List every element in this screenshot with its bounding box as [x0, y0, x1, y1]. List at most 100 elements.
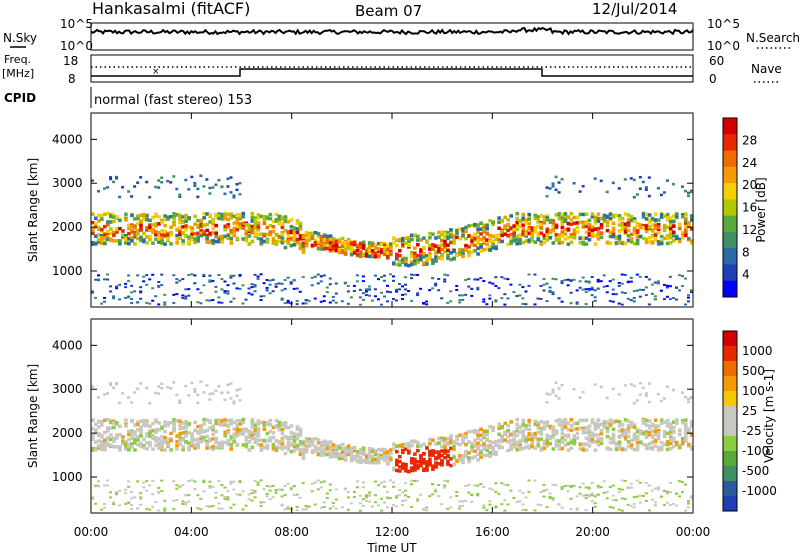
velocity-cell [452, 440, 456, 444]
power-cell [659, 215, 664, 219]
power-cell [617, 234, 622, 238]
power-cell [668, 223, 673, 227]
power-cell [599, 280, 603, 283]
velocity-cell [644, 446, 649, 451]
velocity-cell [524, 496, 528, 499]
velocity-cell [277, 488, 281, 491]
power-cell [617, 218, 622, 222]
velocity-cell [259, 438, 264, 442]
power-cell [328, 301, 332, 304]
velocity-cell [452, 444, 456, 449]
power-cell [160, 233, 164, 237]
power-cell [94, 216, 98, 221]
power-cell [398, 283, 402, 286]
power-cell [169, 242, 173, 246]
velocity-cell [94, 484, 98, 487]
velocity-cell [557, 443, 562, 447]
power-cell [154, 233, 158, 237]
power-cell [647, 236, 652, 240]
velocity-cell [548, 441, 553, 446]
velocity-cell [298, 443, 303, 447]
velocity-cell [611, 494, 615, 497]
colorbar-swatch [723, 118, 737, 135]
power-cell [623, 292, 627, 295]
velocity-cell [331, 445, 336, 449]
velocity-cell [413, 464, 417, 469]
velocity-cell [653, 504, 657, 507]
velocity-cell [118, 432, 122, 437]
power-cell [632, 219, 637, 224]
power-cell [611, 232, 616, 237]
velocity-cell [644, 392, 648, 395]
velocity-cell [226, 418, 231, 423]
colorbar-tick: 25 [742, 404, 757, 418]
velocity-cell [671, 444, 676, 449]
power-cell [205, 222, 209, 227]
velocity-cell [527, 433, 532, 437]
velocity-cell [668, 425, 673, 430]
velocity-cell [322, 439, 327, 443]
power-cell [100, 213, 104, 218]
velocity-cell [262, 501, 266, 504]
power-cell [446, 243, 450, 247]
velocity-cell [217, 422, 222, 427]
velocity-cell [644, 432, 649, 437]
power-cell [491, 234, 495, 239]
velocity-cell [509, 432, 513, 437]
power-cell [539, 297, 543, 300]
velocity-cell [539, 432, 544, 436]
power-cell [136, 229, 140, 233]
velocity-cell [187, 480, 191, 483]
velocity-cell [572, 387, 576, 391]
power-cell [608, 300, 612, 303]
velocity-cell [151, 421, 155, 426]
power-cell [271, 290, 275, 293]
velocity-cell [611, 484, 615, 487]
power-cell [247, 292, 251, 295]
power-cell [301, 248, 306, 252]
power-cell [262, 217, 267, 221]
power-cell [232, 196, 236, 199]
power-cell [422, 261, 426, 265]
power-cell [163, 301, 167, 304]
velocity-cell [178, 399, 182, 402]
power-cell [187, 188, 191, 191]
velocity-cell [172, 499, 176, 502]
power-cell [545, 214, 550, 218]
velocity-cell [313, 444, 318, 449]
velocity-cell [392, 468, 396, 472]
power-cell [373, 242, 378, 247]
velocity-cell [202, 479, 206, 482]
power-cell [485, 242, 489, 247]
power-cell [467, 285, 471, 288]
power-cell [214, 285, 218, 288]
power-cell [364, 290, 368, 293]
power-cell [283, 279, 287, 282]
velocity-cell [581, 442, 586, 446]
velocity-cell [355, 480, 359, 483]
power-cell [485, 238, 489, 242]
power-cell [608, 230, 613, 235]
power-cell [352, 249, 357, 253]
velocity-cell [587, 444, 592, 448]
velocity-cell [605, 447, 610, 451]
power-cell [280, 232, 285, 237]
velocity-cell [103, 439, 107, 443]
velocity-cell [373, 457, 378, 462]
power-cell [256, 221, 261, 225]
power-cell [103, 300, 107, 303]
velocity-cell [235, 394, 239, 398]
velocity-cell [133, 448, 137, 452]
velocity-cell [434, 490, 438, 493]
velocity-cell [118, 401, 122, 405]
power-cell [602, 274, 606, 277]
velocity-cell [175, 393, 179, 397]
velocity-cell [100, 445, 104, 449]
velocity-cell [407, 441, 411, 446]
power-cell [211, 186, 215, 189]
velocity-cell [401, 463, 405, 468]
velocity-cell [560, 422, 565, 426]
power-cell [295, 230, 300, 235]
power-cell [136, 214, 140, 219]
velocity-cell [569, 417, 574, 422]
